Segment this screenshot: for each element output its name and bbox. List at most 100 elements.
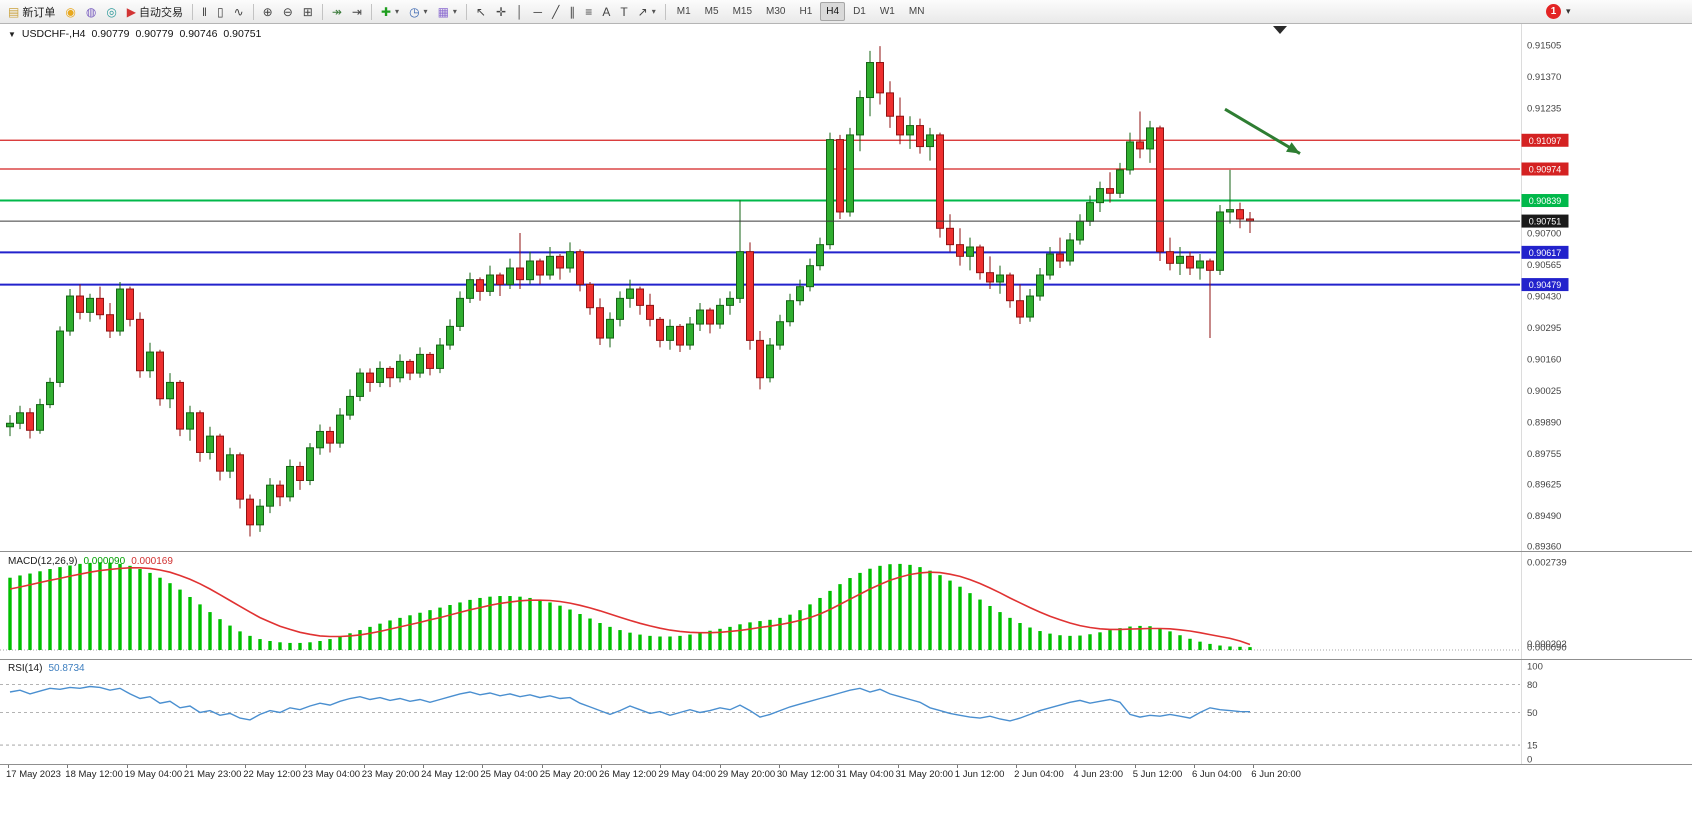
- templates-button-dropdown-icon[interactable]: ▾: [452, 7, 457, 16]
- autoscroll-button[interactable]: ↠: [327, 1, 347, 22]
- periods-button-dropdown-icon[interactable]: ▾: [423, 7, 428, 16]
- macd-bar: [1148, 626, 1152, 650]
- timeframe-m5-button[interactable]: M5: [704, 6, 719, 17]
- line-chart-icon: ∿: [233, 4, 244, 19]
- text-label-button[interactable]: T: [615, 1, 632, 22]
- periods-button[interactable]: ◷ ▾: [404, 1, 433, 22]
- macd-bar: [278, 642, 282, 650]
- timeframe-w1-button[interactable]: W1: [879, 6, 895, 17]
- autotrading-button-label: 自动交易: [139, 6, 184, 19]
- macd-bar: [1208, 643, 1212, 650]
- templates-button[interactable]: ▦ ▾: [433, 1, 462, 22]
- price-tag-0.90839-label: 0.90839: [1529, 196, 1562, 206]
- chart-shift-button[interactable]: ⇥: [347, 1, 367, 22]
- tile-windows-button[interactable]: ⊞: [298, 1, 318, 22]
- macd-bar: [978, 599, 982, 650]
- macd-bar: [198, 604, 202, 650]
- chart-shift-marker-icon[interactable]: [1273, 26, 1287, 34]
- timeframe-h1-button[interactable]: H1: [799, 6, 813, 17]
- zoom-out-button[interactable]: ⊖: [278, 1, 298, 22]
- macd-bar: [858, 572, 862, 650]
- rsi-indicator-pane[interactable]: 100 80 50 15 0: [0, 659, 1692, 764]
- time-axis-label: 1 Jun 12:00: [954, 769, 1005, 780]
- price-tick-label: 0.89890: [1527, 418, 1561, 429]
- macd-bar: [148, 572, 152, 650]
- clock-icon: ◷: [409, 4, 420, 19]
- macd-bar: [1078, 635, 1082, 650]
- fibonacci-icon: ≡: [585, 4, 593, 19]
- trendline-button[interactable]: ╱: [547, 1, 564, 22]
- bar-chart-button[interactable]: ‖: [197, 1, 212, 22]
- macd-bar: [1238, 646, 1242, 650]
- macd-bar: [808, 604, 812, 650]
- price-chart-pane[interactable]: 0.91505 0.91370 0.91235 0.90700 0.90565 0.904…: [0, 24, 1692, 551]
- time-axis-tick: [541, 765, 543, 768]
- metaquotes-button[interactable]: ◎: [101, 1, 121, 22]
- support-chat-button[interactable]: ◍: [81, 1, 101, 22]
- price-tick-label: 0.90295: [1527, 323, 1561, 334]
- timeframe-mn-button[interactable]: MN: [908, 6, 925, 17]
- macd-bar: [508, 596, 512, 650]
- ohlc-expand-icon[interactable]: ▼: [8, 29, 16, 39]
- macd-bar: [68, 565, 72, 650]
- autotrading-button[interactable]: ▶ 自动交易: [122, 1, 188, 22]
- arrows-button-dropdown-icon[interactable]: ▾: [651, 7, 656, 16]
- vertical-line-button[interactable]: │: [511, 1, 529, 22]
- channel-button[interactable]: ∥: [564, 1, 580, 22]
- toolbar-items: ▤ 新订单 ◉ ◍ ◎ ▶ 自动交易 ‖ ▯ ∿ ⊕ ⊖ ⊞ ↠ ⇥ ✚ ▾ ◷ ▾ ▦ ▾ ↖ ✛ │ ─ ╱ ∥ ≡ A T ↗ ▾ M1 M…: [3, 0, 931, 23]
- candle-body: [786, 300, 794, 323]
- macd-bar: [778, 617, 782, 650]
- candle-body: [1186, 255, 1194, 269]
- toolbar-overflow-chevron-icon[interactable]: ▾: [1566, 6, 1571, 16]
- timeframe-m15-button[interactable]: M15: [732, 6, 753, 17]
- candle-body: [1156, 127, 1164, 253]
- indicators-button-dropdown-icon[interactable]: ▾: [395, 7, 400, 16]
- arrow-annotation-line[interactable]: [1224, 107, 1301, 155]
- time-axis-label: 17 May 2023: [6, 769, 61, 780]
- candle-body: [1176, 255, 1184, 264]
- timeframe-m1-button[interactable]: M1: [676, 6, 691, 17]
- macd-bar: [248, 635, 252, 650]
- horizontal-line-button[interactable]: ─: [529, 1, 548, 22]
- macd-bar: [938, 575, 942, 650]
- candle-body: [406, 360, 414, 374]
- macd-bar: [798, 610, 802, 650]
- macd-bar: [308, 642, 312, 650]
- candle-body: [286, 465, 294, 498]
- time-axis[interactable]: 17 May 2023 18 May 12:00 19 May 04:00 21 Ma…: [0, 764, 1692, 783]
- notification-badge[interactable]: 1: [1546, 4, 1561, 19]
- candle-body: [216, 435, 224, 472]
- arrows-button[interactable]: ↗ ▾: [633, 1, 661, 22]
- macd-bar: [98, 562, 102, 650]
- cursor-button[interactable]: ↖: [471, 1, 491, 22]
- candlestick-chart-button[interactable]: ▯: [212, 1, 229, 22]
- macd-bar: [48, 569, 52, 650]
- macd-bar: [1088, 634, 1092, 650]
- price-tick-label: 0.90700: [1527, 228, 1561, 239]
- macd-bar: [188, 596, 192, 650]
- macd-bar: [418, 612, 422, 650]
- crosshair-icon: ✛: [495, 4, 507, 19]
- new-order-button[interactable]: ▤ 新订单: [3, 1, 60, 22]
- timeframe-h4-button[interactable]: H4: [820, 2, 846, 21]
- text-button[interactable]: A: [597, 1, 615, 22]
- line-chart-button[interactable]: ∿: [229, 1, 249, 22]
- macd-bar: [178, 589, 182, 650]
- macd-bar: [898, 563, 902, 650]
- time-axis-label: 5 Jun 12:00: [1132, 769, 1183, 780]
- ohlc-high: 0.90779: [135, 28, 174, 40]
- zoom-in-button[interactable]: ⊕: [258, 1, 278, 22]
- fibonacci-button[interactable]: ≡: [580, 1, 597, 22]
- timeframe-d1-button[interactable]: D1: [853, 6, 866, 17]
- mql5-community-button[interactable]: ◉: [60, 1, 80, 22]
- candle-body: [1126, 141, 1134, 171]
- macd-bar: [488, 596, 492, 650]
- arrow-annotation-head-icon[interactable]: [1286, 142, 1300, 154]
- indicators-button[interactable]: ✚ ▾: [376, 1, 404, 22]
- candle-body: [836, 139, 844, 213]
- crosshair-button[interactable]: ✛: [491, 1, 511, 22]
- timeframe-m30-button[interactable]: M30: [766, 6, 786, 17]
- macd-bar: [998, 612, 1002, 650]
- candle-body: [926, 134, 934, 148]
